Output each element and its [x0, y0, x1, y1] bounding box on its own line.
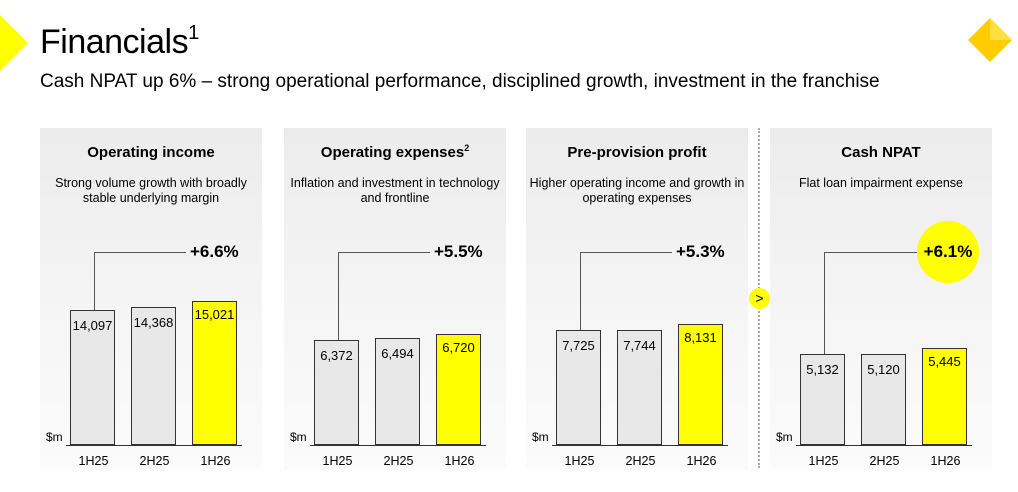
- bar: 8,131: [678, 324, 723, 445]
- connector-vertical: [94, 252, 95, 310]
- x-axis-line: [310, 445, 486, 446]
- bar: 6,720: [436, 334, 481, 445]
- change-label: +5.5%: [434, 242, 483, 261]
- unit-label: $m: [776, 430, 793, 444]
- x-tick-label: 1H25: [808, 454, 839, 468]
- x-axis-line: [796, 445, 972, 446]
- bar: 5,120: [861, 354, 906, 445]
- x-tick-label: 1H25: [564, 454, 595, 468]
- unit-label: $m: [532, 430, 549, 444]
- chart-panel: Pre-provision profit Higher operating in…: [526, 128, 748, 470]
- x-tick-label: 1H26: [930, 454, 961, 468]
- connector-horizontal: [94, 252, 186, 253]
- bar: 15,021: [192, 301, 237, 445]
- x-tick-label: 2H25: [869, 454, 900, 468]
- x-tick-label: 2H25: [625, 454, 656, 468]
- x-tick-label: 1H26: [200, 454, 231, 468]
- x-tick-label: 1H25: [78, 454, 109, 468]
- x-tick-label: 1H26: [444, 454, 475, 468]
- chart-title: Operating expenses2: [320, 143, 470, 161]
- connector-vertical: [580, 252, 581, 330]
- unit-label: $m: [290, 430, 307, 444]
- connector-horizontal: [824, 252, 920, 253]
- chart-description: Strong volume growth with broadly stable…: [55, 176, 247, 205]
- x-tick-label: 2H25: [383, 454, 414, 468]
- yellow-triangle-decoration: [0, 15, 28, 71]
- chart-title: Cash NPAT: [841, 144, 921, 161]
- bar: 14,368: [131, 307, 176, 445]
- page-title: Financials1: [40, 22, 199, 61]
- chart-title: Operating income: [87, 144, 215, 161]
- connector-horizontal: [580, 252, 672, 253]
- bar: 7,744: [617, 330, 662, 445]
- chart-description: Higher operating income and growth in op…: [529, 176, 745, 205]
- x-tick-label: 1H25: [322, 454, 353, 468]
- change-label: +5.3%: [676, 242, 725, 261]
- chart-panel: Cash NPAT Flat loan impairment expense $…: [770, 128, 992, 470]
- bar: 7,725: [556, 330, 601, 445]
- bar: 14,097: [70, 310, 115, 445]
- chart-panel: Operating income Strong volume growth wi…: [40, 128, 262, 470]
- chevron-right-icon: >: [749, 288, 770, 309]
- change-label: +6.6%: [190, 242, 239, 261]
- bar: 6,372: [314, 340, 359, 445]
- change-badge: +6.1%: [917, 221, 979, 283]
- bar: 5,132: [800, 354, 845, 445]
- brand-diamond-logo: [968, 18, 1012, 62]
- chart-title: Pre-provision profit: [567, 144, 707, 161]
- connector-horizontal: [338, 252, 430, 253]
- chart-description: Inflation and investment in technology a…: [290, 176, 500, 205]
- page-subtitle: Cash NPAT up 6% – strong operational per…: [40, 71, 880, 92]
- connector-vertical: [824, 252, 825, 354]
- x-tick-label: 2H25: [139, 454, 170, 468]
- chart-description: Flat loan impairment expense: [799, 176, 963, 190]
- chart-panel: Operating expenses2 Inflation and invest…: [284, 128, 506, 470]
- connector-vertical: [338, 252, 339, 340]
- bar: 5,445: [922, 348, 967, 445]
- x-axis-line: [552, 445, 728, 446]
- unit-label: $m: [46, 430, 63, 444]
- x-tick-label: 1H26: [686, 454, 717, 468]
- x-axis-line: [66, 445, 242, 446]
- bar: 6,494: [375, 338, 420, 445]
